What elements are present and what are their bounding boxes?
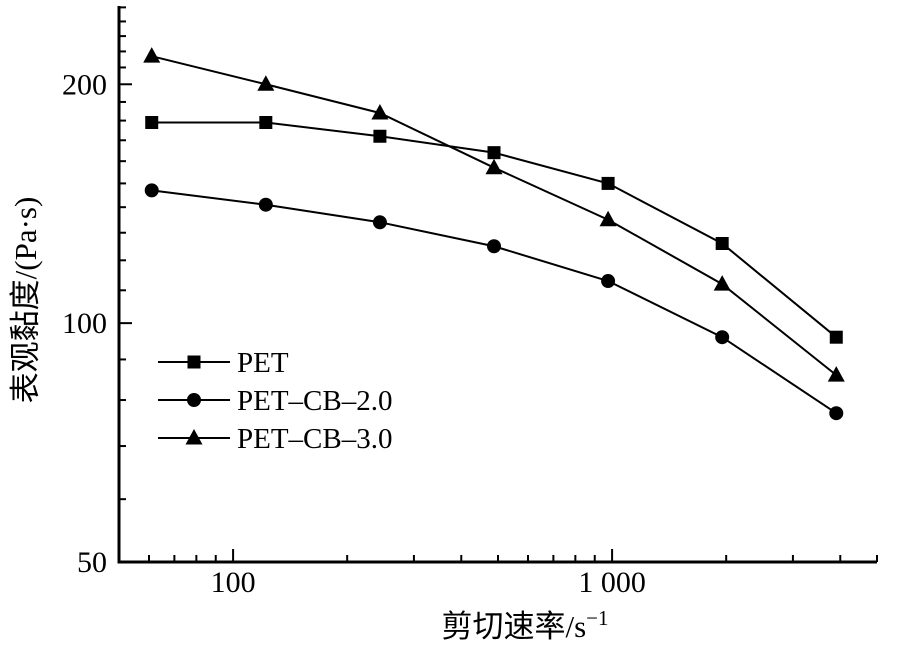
- data-point-marker-square: [373, 129, 387, 143]
- legend-label: PET: [237, 347, 289, 379]
- data-point-marker-square: [829, 330, 843, 344]
- data-point-marker-circle: [144, 183, 159, 198]
- series-square: [145, 116, 843, 344]
- series-line: [151, 55, 837, 376]
- data-point-marker-triangle: [143, 47, 161, 63]
- x-tick-label: 100: [211, 566, 256, 599]
- data-point-marker-square: [145, 116, 159, 130]
- series-line: [151, 189, 837, 415]
- data-point-marker-triangle: [713, 275, 731, 291]
- data-point-marker-triangle: [257, 75, 275, 91]
- x-axis-title-superscript: −1: [586, 606, 608, 630]
- data-point-marker-circle: [715, 330, 730, 345]
- x-axis-title-base: 剪切速率/s: [441, 609, 586, 644]
- legend-item: PET: [158, 347, 289, 379]
- circle-marker-icon: [187, 393, 201, 407]
- data-point-marker-triangle: [599, 210, 617, 227]
- data-point-marker-circle: [487, 239, 502, 254]
- triangle-marker-icon: [185, 429, 203, 445]
- data-point-marker-triangle: [827, 366, 845, 382]
- data-series: [143, 47, 845, 421]
- legend-label: PET–CB–3.0: [237, 423, 393, 455]
- data-point-marker-circle: [829, 406, 844, 421]
- y-tick-label: 200: [62, 68, 107, 101]
- legend-item: PET–CB–2.0: [158, 385, 393, 417]
- data-point-marker-circle: [372, 215, 387, 230]
- data-point-marker-triangle: [485, 158, 503, 175]
- series-circle: [144, 183, 844, 421]
- square-marker-icon: [187, 355, 201, 369]
- y-tick-label: 50: [77, 546, 107, 579]
- data-point-marker-triangle: [371, 104, 389, 120]
- legend-label: PET–CB–2.0: [237, 385, 393, 417]
- series-triangle: [143, 47, 845, 382]
- legend: PET PET–CB–2.0 PET–CB–3.0: [158, 347, 393, 455]
- data-point-marker-square: [601, 176, 615, 190]
- axes: 100 1 000 50 100 200: [62, 6, 878, 599]
- y-tick-label: 100: [62, 307, 107, 340]
- data-point-marker-square: [259, 116, 273, 130]
- data-point-marker-square: [487, 146, 501, 160]
- y-axis-title: 表观黏度/(Pa·s): [8, 197, 43, 404]
- x-axis-title: 剪切速率/s−1: [441, 606, 608, 644]
- data-point-marker-square: [715, 236, 729, 250]
- data-point-marker-circle: [601, 274, 616, 289]
- x-tick-label: 1 000: [578, 566, 646, 599]
- data-point-marker-circle: [258, 197, 273, 212]
- legend-item: PET–CB–3.0: [158, 423, 393, 455]
